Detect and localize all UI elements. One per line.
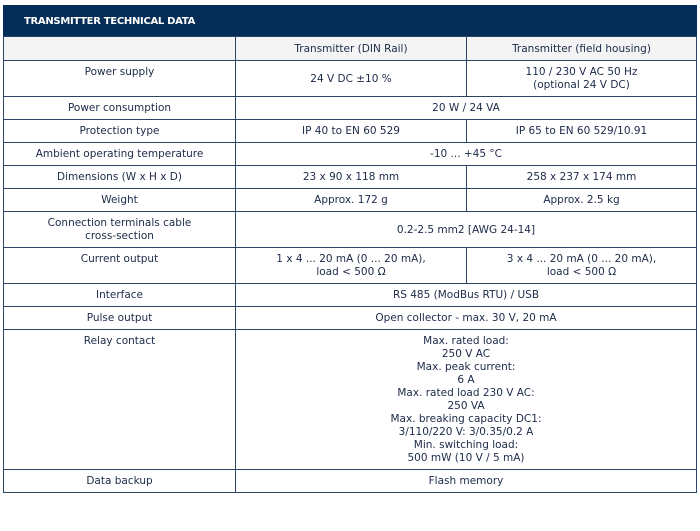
cell-field: 110 / 230 V AC 50 Hz (optional 24 V DC)	[466, 60, 697, 97]
line: 3/110/220 V: 3/0.35/0.2 A	[398, 426, 534, 438]
line: 6 A	[457, 374, 475, 386]
row-label: Connection terminals cable cross-section	[3, 211, 236, 248]
tech-data-table: TRANSMITTER TECHNICAL DATA Transmitter (…	[3, 5, 697, 493]
table-row: Current output 1 x 4 ... 20 mA (0 ... 20…	[3, 247, 697, 284]
cell-din: 1 x 4 ... 20 mA (0 ... 20 mA), load < 500…	[235, 247, 467, 284]
column-header-din: Transmitter (DIN Rail)	[235, 36, 467, 61]
line: 500 mW (10 V / 5 mA)	[407, 452, 525, 464]
table-row: Power consumption 20 W / 24 VA	[3, 96, 697, 120]
cell-value: -10 ... +45 °C	[235, 142, 697, 166]
column-header-empty	[3, 36, 236, 61]
column-header-field: Transmitter (field housing)	[466, 36, 697, 61]
row-label: Data backup	[3, 469, 236, 493]
table-title: TRANSMITTER TECHNICAL DATA	[3, 5, 697, 36]
cell-din: 24 V DC ±10 %	[235, 60, 467, 97]
line: Max. peak current:	[416, 361, 516, 373]
line: Connection terminals cable	[47, 217, 192, 229]
row-label: Pulse output	[3, 306, 236, 330]
line: 1 x 4 ... 20 mA (0 ... 20 mA),	[276, 253, 426, 265]
table-row: Dimensions (W x H x D) 23 x 90 x 118 mm …	[3, 165, 697, 189]
table-row: Relay contact Max. rated load: 250 V AC …	[3, 329, 697, 470]
cell-field: Approx. 2.5 kg	[466, 188, 697, 212]
row-label: Interface	[3, 283, 236, 307]
row-label: Current output	[3, 247, 236, 284]
line: 250 VA	[447, 400, 485, 412]
line: load < 500 Ω	[546, 266, 617, 278]
column-header-row: Transmitter (DIN Rail) Transmitter (fiel…	[3, 36, 697, 61]
line: 250 V AC	[441, 348, 491, 360]
row-label: Power supply	[3, 60, 236, 97]
line: load < 500 Ω	[316, 266, 386, 278]
cell-value: Flash memory	[235, 469, 697, 493]
row-label: Weight	[3, 188, 236, 212]
line: Max. rated load 230 V AC:	[397, 387, 535, 399]
cell-din: Approx. 172 g	[235, 188, 467, 212]
table-row: Interface RS 485 (ModBus RTU) / USB	[3, 283, 697, 307]
cell-value: Open collector - max. 30 V, 20 mA	[235, 306, 697, 330]
table-row: Protection type IP 40 to EN 60 529 IP 65…	[3, 119, 697, 143]
line: Max. breaking capacity DC1:	[390, 413, 542, 425]
cell-value: 0.2-2.5 mm2 [AWG 24-14]	[235, 211, 697, 248]
line: Max. rated load:	[423, 335, 509, 347]
cell-value: Max. rated load: 250 V AC Max. peak curr…	[235, 329, 697, 470]
line: cross-section	[85, 230, 154, 242]
row-label: Relay contact	[3, 329, 236, 470]
cell-field: 258 x 237 x 174 mm	[466, 165, 697, 189]
cell-field: 3 x 4 ... 20 mA (0 ... 20 mA), load < 500…	[466, 247, 697, 284]
row-label: Power consumption	[3, 96, 236, 120]
cell-din: 23 x 90 x 118 mm	[235, 165, 467, 189]
line: 110 / 230 V AC 50 Hz	[525, 66, 638, 78]
cell-field: IP 65 to EN 60 529/10.91	[466, 119, 697, 143]
table-row: Power supply 24 V DC ±10 % 110 / 230 V A…	[3, 60, 697, 97]
table-row: Connection terminals cable cross-section …	[3, 211, 697, 248]
row-label: Protection type	[3, 119, 236, 143]
row-label: Dimensions (W x H x D)	[3, 165, 236, 189]
table-row: Pulse output Open collector - max. 30 V,…	[3, 306, 697, 330]
table-row: Ambient operating temperature -10 ... +4…	[3, 142, 697, 166]
row-label: Ambient operating temperature	[3, 142, 236, 166]
line: (optional 24 V DC)	[533, 79, 630, 91]
line: Min. switching load:	[413, 439, 519, 451]
cell-din: IP 40 to EN 60 529	[235, 119, 467, 143]
line: 3 x 4 ... 20 mA (0 ... 20 mA),	[506, 253, 657, 265]
cell-value: 20 W / 24 VA	[235, 96, 697, 120]
table-row: Weight Approx. 172 g Approx. 2.5 kg	[3, 188, 697, 212]
cell-value: RS 485 (ModBus RTU) / USB	[235, 283, 697, 307]
table-row: Data backup Flash memory	[3, 469, 697, 493]
